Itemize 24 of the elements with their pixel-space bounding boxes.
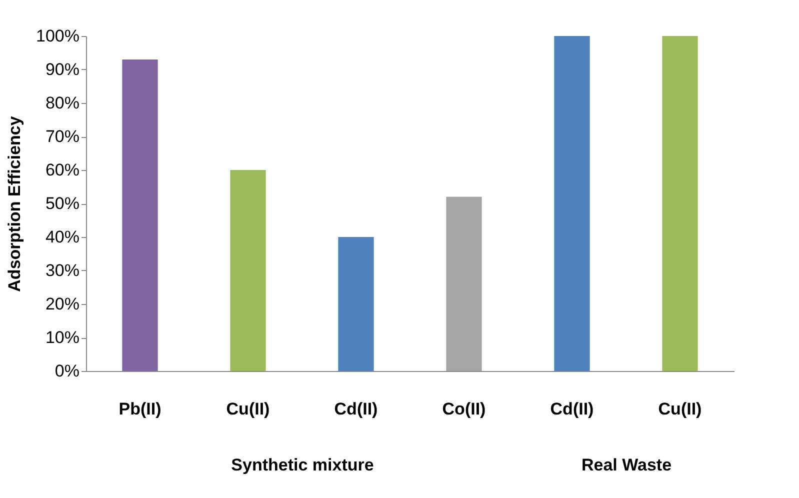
y-tick-label: 10% <box>45 328 80 347</box>
y-tick-label: 20% <box>45 294 80 314</box>
bar <box>230 170 266 371</box>
y-tick-label: 0% <box>54 362 80 380</box>
x-tick-label: Pb(II) <box>118 400 162 418</box>
x-axis-title: Real Waste <box>581 456 672 474</box>
y-tick-label: 90% <box>45 60 80 79</box>
y-tick-label: 100% <box>36 26 80 46</box>
y-tick-label: 70% <box>45 127 80 146</box>
y-tick-label: 80% <box>45 94 80 112</box>
x-tick-label: Cu(II) <box>658 400 702 418</box>
y-tick-label: 40% <box>45 228 80 246</box>
x-tick-label: Cu(II) <box>226 400 270 418</box>
y-tick-label: 60% <box>45 160 80 180</box>
bar <box>446 196 482 371</box>
x-tick-label: Cd(II) <box>550 400 594 418</box>
y-tick-label: 50% <box>45 194 80 213</box>
bar <box>122 59 158 371</box>
x-tick-label: Cd(II) <box>334 400 378 418</box>
x-axis-title: Synthetic mixture <box>231 456 374 474</box>
x-tick-label: Co(II) <box>442 400 486 418</box>
y-tick-label: 30% <box>45 261 80 280</box>
bar <box>338 237 374 371</box>
y-axis-title: Adsorption Efficiency <box>5 116 24 292</box>
